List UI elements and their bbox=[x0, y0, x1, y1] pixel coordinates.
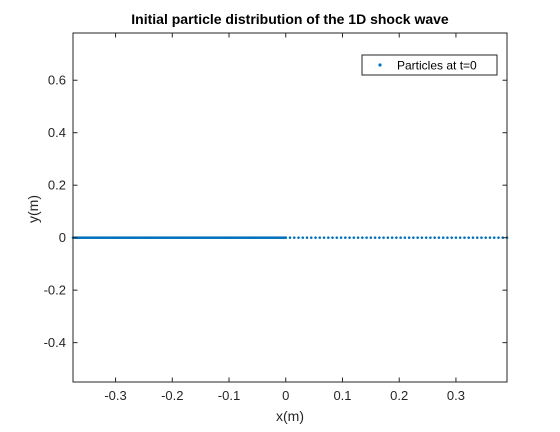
particle-point bbox=[484, 236, 488, 239]
particle-point bbox=[301, 236, 305, 239]
y-tick-label: 0.4 bbox=[48, 125, 66, 140]
particle-point bbox=[467, 236, 471, 239]
particle-point bbox=[492, 236, 496, 239]
particle-point bbox=[386, 236, 390, 239]
particle-point bbox=[433, 236, 436, 239]
plot-area bbox=[73, 33, 507, 382]
particle-point bbox=[378, 236, 381, 239]
y-tick-label: 0.6 bbox=[48, 73, 66, 88]
particle-point bbox=[284, 236, 288, 239]
particle-point bbox=[454, 236, 458, 239]
particle-point bbox=[288, 236, 292, 239]
particle-point bbox=[407, 236, 411, 239]
y-tick-label: 0 bbox=[59, 230, 66, 245]
legend-marker bbox=[378, 63, 382, 67]
particle-point bbox=[348, 236, 351, 239]
particle-point bbox=[322, 236, 326, 239]
x-tick-label: -0.1 bbox=[218, 388, 240, 403]
x-tick-label: 0.1 bbox=[333, 388, 351, 403]
particle-point bbox=[420, 236, 424, 239]
particle-point bbox=[352, 236, 356, 239]
particle-point bbox=[488, 236, 492, 239]
legend-label: Particles at t=0 bbox=[397, 59, 477, 73]
y-tick-label: -0.4 bbox=[44, 335, 66, 350]
x-tick-label: -0.2 bbox=[161, 388, 183, 403]
ticks-layer: -0.3 -0.2 -0.1 0 0.1 0.2 0.3 -0.4 -0.2 0 0.2 0.4 0.6 bbox=[44, 33, 507, 403]
particle-point bbox=[437, 236, 441, 239]
particle-point bbox=[331, 236, 334, 239]
particle-point bbox=[365, 236, 368, 239]
particle-point bbox=[356, 236, 360, 239]
particle-point bbox=[309, 236, 313, 239]
particle-point bbox=[335, 236, 339, 239]
chart-title: Initial particle distribution of the 1D … bbox=[131, 11, 449, 27]
x-axis-label: x(m) bbox=[276, 408, 304, 424]
particle-point bbox=[339, 236, 343, 239]
particle-point bbox=[497, 236, 500, 239]
x-tick-label: -0.3 bbox=[104, 388, 126, 403]
particle-point bbox=[463, 236, 466, 239]
particle-point bbox=[373, 236, 377, 239]
particle-point bbox=[369, 236, 373, 239]
y-axis-label: y(m) bbox=[25, 195, 41, 223]
particle-point bbox=[326, 236, 330, 239]
particle-point bbox=[399, 236, 402, 239]
particle-point bbox=[292, 236, 296, 239]
x-tick-label: 0.3 bbox=[447, 388, 465, 403]
y-tick-label: -0.2 bbox=[44, 283, 66, 298]
data-layer bbox=[71, 236, 509, 239]
legend-box bbox=[361, 54, 498, 76]
particle-point bbox=[429, 236, 432, 239]
particle-point bbox=[382, 236, 385, 239]
particle-point bbox=[424, 236, 428, 239]
axes-box bbox=[72, 32, 508, 383]
particle-point bbox=[318, 236, 322, 239]
legend: Particles at t=0 bbox=[361, 54, 498, 76]
particle-point bbox=[458, 236, 462, 239]
particle-point bbox=[480, 236, 483, 239]
particle-point bbox=[344, 236, 347, 239]
particle-point bbox=[297, 236, 300, 239]
particle-point bbox=[395, 236, 398, 239]
particle-point bbox=[361, 236, 364, 239]
particle-point bbox=[390, 236, 394, 239]
particle-point bbox=[475, 236, 479, 239]
particle-point bbox=[450, 236, 453, 239]
x-tick-label: 0 bbox=[282, 388, 289, 403]
particle-point bbox=[314, 236, 317, 239]
particle-point bbox=[471, 236, 475, 239]
particle-point bbox=[403, 236, 407, 239]
y-tick-label: 0.2 bbox=[48, 178, 66, 193]
particle-point bbox=[305, 236, 309, 239]
particle-point bbox=[441, 236, 445, 239]
particle-point bbox=[446, 236, 449, 239]
x-tick-label: 0.2 bbox=[390, 388, 408, 403]
particle-point bbox=[416, 236, 419, 239]
particle-point bbox=[412, 236, 415, 239]
